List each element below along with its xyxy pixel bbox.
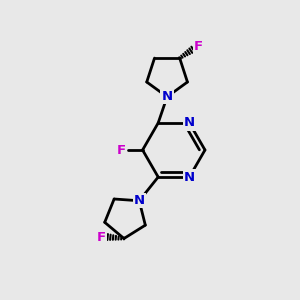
Text: N: N xyxy=(134,194,145,207)
Text: F: F xyxy=(117,143,126,157)
Text: F: F xyxy=(194,40,203,53)
Text: N: N xyxy=(184,170,195,184)
Text: N: N xyxy=(161,90,173,103)
Text: N: N xyxy=(184,116,195,130)
Text: F: F xyxy=(97,230,106,244)
